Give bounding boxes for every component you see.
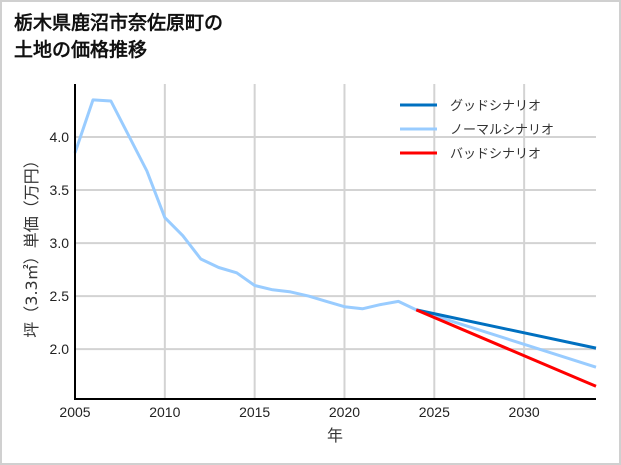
series-line xyxy=(415,308,597,350)
legend-label: ノーマルシナリオ xyxy=(450,123,554,138)
y-tick-label: 4.0 xyxy=(50,129,70,145)
grid-lines xyxy=(75,84,596,399)
x-tick-label: 2015 xyxy=(239,404,270,420)
x-axis-label: 年 xyxy=(327,426,343,445)
x-tick-label: 2025 xyxy=(419,404,450,420)
series-line xyxy=(73,98,597,369)
x-tick-label: 2005 xyxy=(59,404,90,420)
axes xyxy=(74,84,596,400)
y-tick-label: 2.5 xyxy=(50,288,70,304)
y-axis-label: 坪（3.3㎡）単価（万円） xyxy=(22,152,41,337)
tick-labels: 2005 2010 2015 2020 2025 2030 2.0 2.5 3.0 3.5 4.0 xyxy=(50,129,540,420)
legend-label: バッドシナリオ xyxy=(450,147,541,162)
data-lines xyxy=(73,98,597,388)
y-tick-label: 3.0 xyxy=(50,235,70,251)
chart-title: 栃木県鹿沼市奈佐原町の 土地の価格推移 xyxy=(14,12,224,61)
y-tick-label: 3.5 xyxy=(50,182,70,198)
y-tick-label: 2.0 xyxy=(50,341,70,357)
legend-label: グッドシナリオ xyxy=(450,99,541,114)
x-tick-label: 2010 xyxy=(149,404,180,420)
x-tick-label: 2030 xyxy=(509,404,540,420)
x-tick-label: 2020 xyxy=(329,404,360,420)
series-line xyxy=(415,308,597,388)
